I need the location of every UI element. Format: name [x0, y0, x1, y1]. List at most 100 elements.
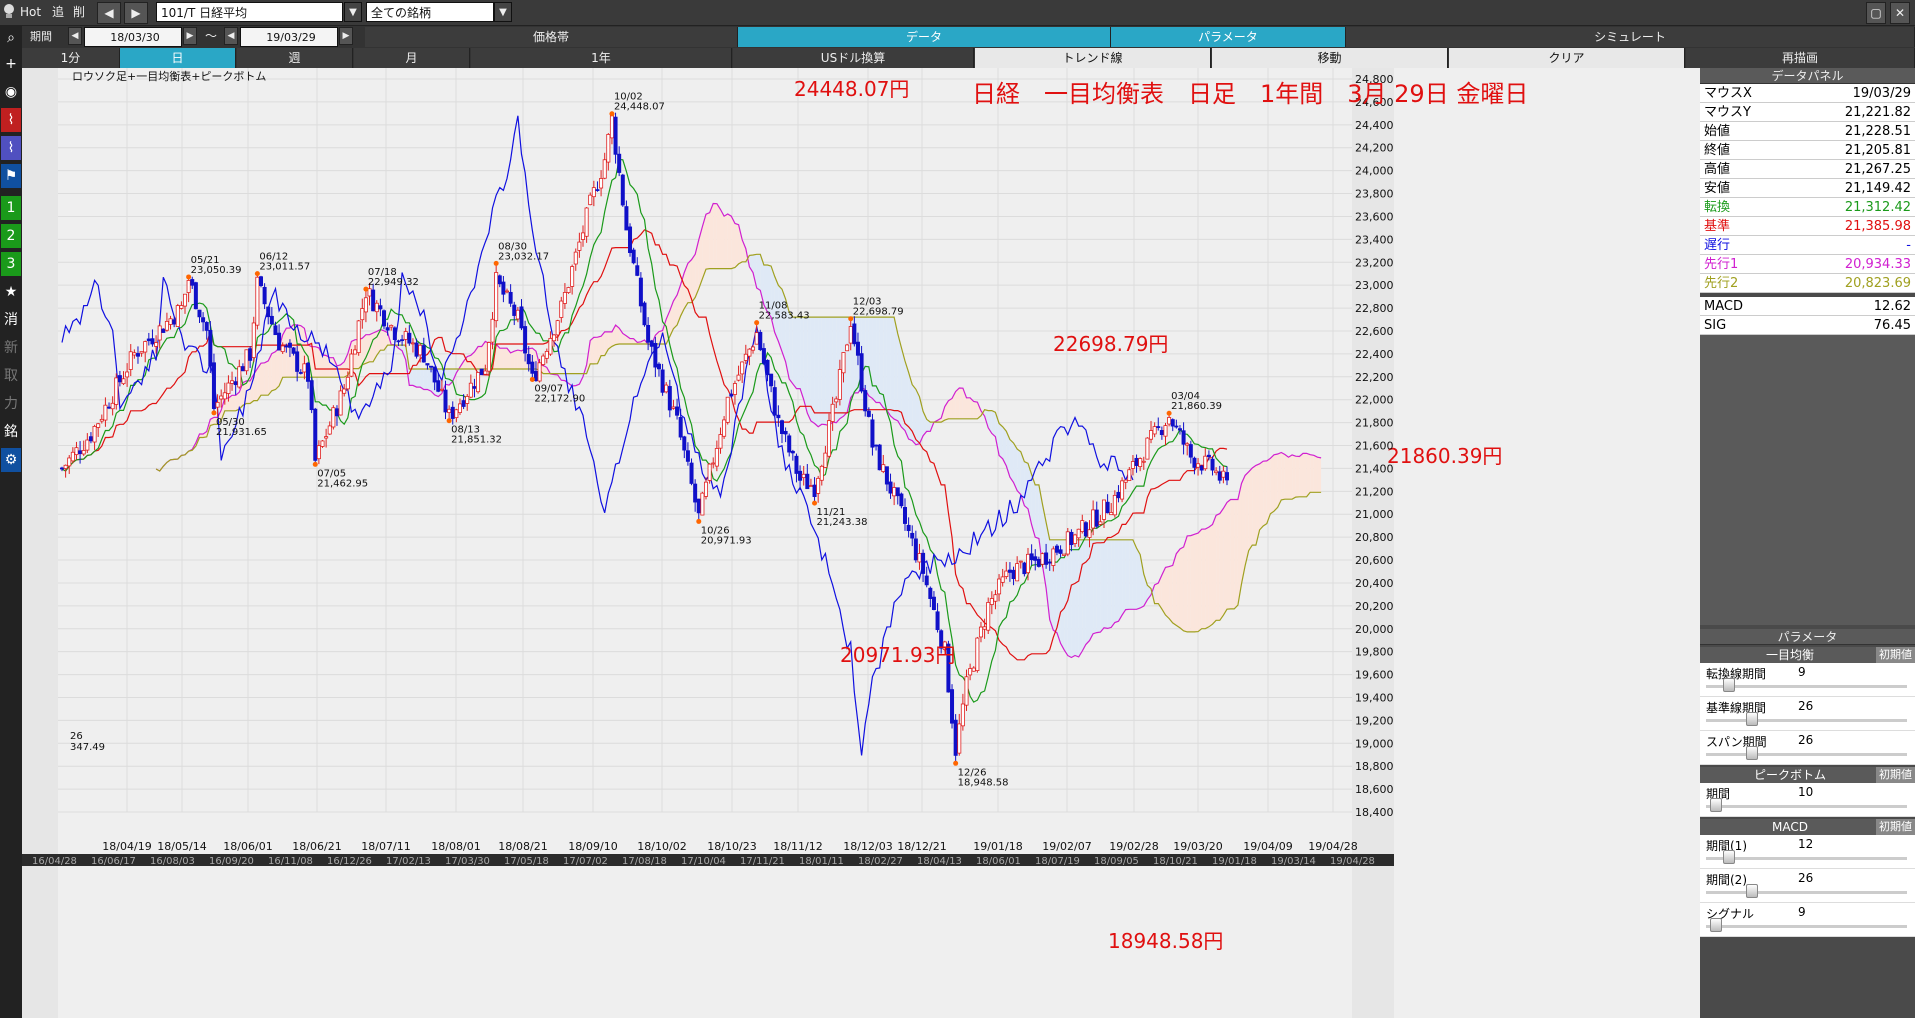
line-chart-icon[interactable]: ⌇ — [1, 108, 21, 132]
param-slider-track[interactable] — [1706, 891, 1907, 894]
peak-value-label: 21,860.39 — [1171, 401, 1222, 412]
indicator-chart-icon[interactable]: ⌇ — [1, 136, 21, 160]
star-icon[interactable]: ★ — [4, 284, 18, 300]
delete-button[interactable]: 削 — [73, 5, 86, 19]
cloud-segment — [228, 395, 233, 411]
candle-body — [570, 266, 575, 287]
param-slider-knob[interactable] — [1746, 746, 1758, 760]
crosshair-icon[interactable]: + — [5, 56, 17, 72]
cloud-segment — [800, 317, 804, 400]
tab-move[interactable]: 移動 — [1212, 48, 1448, 68]
chevron-down-icon[interactable]: ▼ — [494, 2, 512, 22]
candle-body — [78, 450, 83, 455]
candle-body — [201, 317, 206, 323]
candle-body — [1018, 560, 1023, 563]
param-value[interactable]: 9 — [1798, 665, 1806, 679]
close-icon[interactable]: ✕ — [1890, 2, 1910, 24]
param-value[interactable]: 26 — [1798, 733, 1814, 747]
erase-icon[interactable]: 消 — [4, 312, 18, 328]
camera-icon[interactable]: ◉ — [4, 84, 18, 100]
param-value[interactable]: 26 — [1798, 871, 1814, 885]
chevron-down-icon[interactable]: ▼ — [344, 2, 362, 22]
next-arrow-icon[interactable]: ▶ — [124, 2, 148, 24]
list-select[interactable]: 全ての銘柄 — [366, 2, 494, 22]
param-slider-knob[interactable] — [1746, 712, 1758, 726]
cloud-segment — [1158, 575, 1162, 610]
tab-trendline[interactable]: トレンド線 — [975, 48, 1211, 68]
y-tick-label: 22,000 — [1355, 394, 1394, 407]
param-value[interactable]: 12 — [1798, 837, 1814, 851]
tab-redraw[interactable]: 再描画 — [1686, 48, 1915, 68]
candle-body — [273, 325, 278, 336]
power-icon[interactable]: 力 — [4, 396, 18, 412]
candle-body — [1203, 455, 1208, 470]
param-slider-knob[interactable] — [1722, 678, 1735, 692]
param-value[interactable]: 26 — [1798, 699, 1814, 713]
date-from-field[interactable]: 18/03/30 — [84, 27, 182, 47]
candle-body — [609, 115, 614, 139]
tab-1min[interactable]: 1分 — [22, 48, 120, 68]
cloud-segment — [1208, 524, 1213, 627]
search-icon[interactable]: ⌕ — [7, 30, 15, 46]
param-slider-knob[interactable] — [1722, 850, 1735, 864]
prev-arrow-icon[interactable]: ◀ — [97, 2, 121, 24]
candle-body — [172, 319, 177, 325]
param-slider-knob[interactable] — [1746, 884, 1758, 898]
tab-clear[interactable]: クリア — [1449, 48, 1685, 68]
gear-icon[interactable]: ⚙ — [1, 448, 21, 472]
date-prev-icon[interactable]: ◀ — [68, 27, 82, 45]
date-to-field[interactable]: 19/03/29 — [240, 27, 338, 47]
add-button[interactable]: 追 — [52, 5, 65, 19]
layout-3-icon[interactable]: 3 — [1, 252, 21, 276]
tab-data[interactable]: データ — [738, 27, 1111, 47]
tab-1year[interactable]: 1年 — [471, 48, 732, 68]
cloud-segment — [1263, 460, 1267, 527]
param-slider-knob[interactable] — [1710, 918, 1722, 932]
stock-icon[interactable]: 銘 — [4, 424, 18, 440]
symbol-select[interactable]: 101/T 日経平均 — [156, 2, 343, 22]
tab-day[interactable]: 日 — [120, 48, 236, 68]
news-icon[interactable]: 新 — [4, 340, 18, 356]
param-slider-track[interactable] — [1706, 857, 1907, 860]
minimize-icon[interactable]: ▢ — [1866, 2, 1886, 24]
tab-usd[interactable]: USドル換算 — [733, 48, 974, 68]
cloud-segment — [326, 355, 330, 378]
layout-2-icon[interactable]: 2 — [1, 224, 21, 248]
tab-price-band[interactable]: 価格帯 — [365, 27, 738, 47]
tab-month[interactable]: 月 — [354, 48, 470, 68]
candle-body — [704, 481, 709, 497]
data-row: マウスY 21,221.82 — [1700, 103, 1915, 122]
date-next-icon[interactable]: ▶ — [339, 27, 353, 45]
tab-parameter[interactable]: パラメータ — [1111, 27, 1346, 47]
cloud-segment — [1114, 539, 1119, 623]
date-prev-icon[interactable]: ◀ — [224, 27, 238, 45]
reset-button[interactable]: 初期値 — [1876, 647, 1915, 663]
candle-body — [1123, 479, 1128, 483]
param-value[interactable]: 10 — [1798, 785, 1814, 799]
price-chart[interactable]: 05/21 23,050.39 06/12 23,011.57 07/18 22,949.… — [22, 68, 1700, 1018]
candle-body — [121, 378, 126, 385]
trade-icon[interactable]: 取 — [4, 368, 18, 384]
param-slider-knob[interactable] — [1710, 798, 1722, 812]
param-slider-track[interactable] — [1706, 805, 1907, 808]
candle-body — [146, 338, 151, 342]
param-slider-track[interactable] — [1706, 925, 1907, 928]
reset-button[interactable]: 初期値 — [1876, 767, 1915, 783]
candle-body — [396, 340, 401, 343]
date-next-icon[interactable]: ▶ — [183, 27, 197, 45]
param-value[interactable]: 9 — [1798, 905, 1806, 919]
lightbulb-icon[interactable] — [2, 2, 16, 24]
param-slider-track[interactable] — [1706, 753, 1907, 756]
candle-body — [910, 532, 915, 539]
param-slider-track[interactable] — [1706, 719, 1907, 722]
cloud-segment — [876, 317, 880, 403]
tab-week[interactable]: 週 — [237, 48, 353, 68]
param-slider-track[interactable] — [1706, 685, 1907, 688]
reset-button[interactable]: 初期値 — [1876, 819, 1915, 835]
layout-1-icon[interactable]: 1 — [1, 196, 21, 220]
tab-simulate[interactable]: シミュレート — [1346, 27, 1915, 47]
flag-icon[interactable]: ⚑ — [1, 164, 21, 188]
hot-button[interactable]: Hot — [20, 5, 42, 19]
bottom-date-label: 08/13 — [451, 425, 480, 436]
